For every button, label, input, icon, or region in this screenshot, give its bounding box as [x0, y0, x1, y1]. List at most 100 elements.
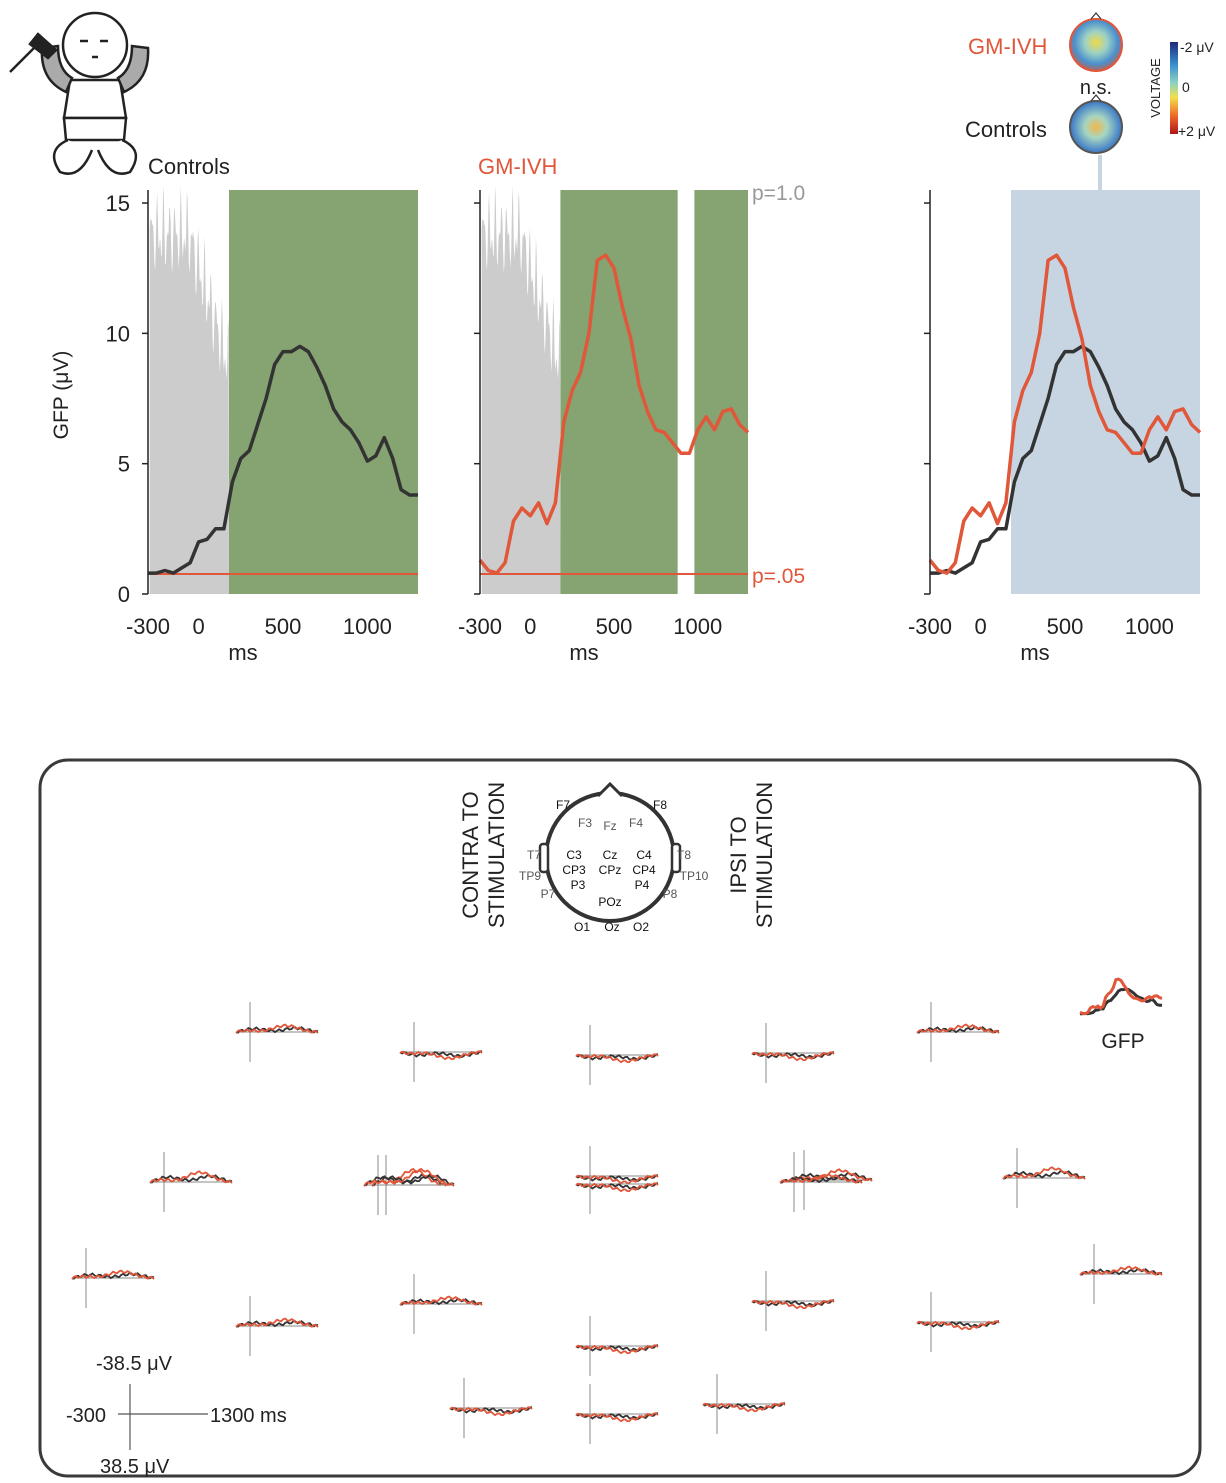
erp-line: [575, 1182, 659, 1193]
scale-top-label: -38.5 μV: [96, 1353, 173, 1375]
y-tick-label: 10: [106, 321, 130, 346]
pvalue-trace-fill: [481, 185, 561, 595]
electrode-label-tp9: TP9: [519, 869, 541, 883]
colorbar-mid-label: 0: [1182, 79, 1190, 95]
colorbar-title: VOLTAGE: [1148, 58, 1163, 118]
erp-trace: [1002, 1148, 1086, 1208]
erp-line: [575, 1344, 659, 1355]
electrode-label-c4: C4: [636, 848, 652, 862]
erp-line: [72, 1272, 155, 1280]
ipsi-label-line1: IPSI TO: [726, 816, 751, 893]
erp-line: [575, 1053, 659, 1064]
topo-gmivh-label: GM-IVH: [968, 34, 1047, 59]
x-tick-label: -300: [908, 614, 952, 639]
erp-line: [149, 1174, 233, 1184]
erp-line: [917, 1026, 1000, 1034]
erp-trace: [702, 1374, 786, 1434]
erp-trace: [149, 1152, 233, 1212]
erp-line: [916, 1320, 1000, 1331]
gfp-mini-line: [1080, 987, 1162, 1016]
colorbar: [1170, 42, 1178, 134]
erp-trace: [575, 1146, 659, 1206]
topo-ns-label: n.s.: [1080, 77, 1112, 99]
y-tick-label: 5: [118, 452, 130, 477]
series-line-controls: [930, 344, 1200, 575]
panel3-plot: -300 0 500 1000 ms: [908, 190, 1202, 665]
electrode-label-cp3: CP3: [562, 863, 586, 877]
electrode-erp-traces: [71, 1002, 1163, 1444]
topo-controls-label: Controls: [965, 117, 1047, 142]
erp-line: [235, 1317, 319, 1328]
x-tick-label: 0: [193, 614, 205, 639]
x-tick-label: 1000: [343, 614, 392, 639]
electrode-label-p4: P4: [635, 878, 650, 892]
y-tick-label: 15: [106, 191, 130, 216]
erp-line: [149, 1170, 233, 1184]
erp-trace: [235, 1002, 319, 1062]
panel1-title: Controls: [148, 154, 230, 179]
erp-trace: [1079, 1244, 1163, 1304]
erp-trace: [575, 1025, 659, 1085]
erp-line: [575, 1412, 659, 1423]
scale-left-label: -300: [66, 1405, 106, 1427]
erp-line: [751, 1299, 835, 1310]
x-axis-label: ms: [228, 640, 257, 665]
gfp-mini-plot: [1079, 977, 1163, 1016]
x-tick-label: 0: [524, 614, 536, 639]
erp-line: [1002, 1166, 1086, 1180]
erp-line: [399, 1050, 483, 1061]
erp-trace: [751, 1023, 835, 1083]
erp-trace: [71, 1248, 155, 1308]
erp-trace: [371, 1155, 455, 1215]
colorbar-top-label: -2 μV: [1180, 39, 1214, 55]
electrode-label-cpz: CPz: [599, 863, 622, 877]
erp-line: [399, 1295, 483, 1306]
electrode-label-p7: P7: [541, 887, 556, 901]
electrode-panel-frame: [38, 758, 1202, 1478]
erp-line: [236, 1026, 319, 1034]
electrode-label-fz: Fz: [603, 819, 616, 833]
x-axis-label: ms: [569, 640, 598, 665]
topomap-gmivh: [1069, 18, 1123, 72]
y-axis-label: GFP (μV): [50, 351, 73, 440]
significance-window: [694, 190, 748, 594]
erp-trace: [235, 1296, 319, 1356]
electrode-label-poz: POz: [598, 895, 621, 909]
electrode-label-f7: F7: [556, 798, 570, 812]
electrode-label-t8: T8: [677, 848, 691, 862]
x-tick-label: 500: [265, 614, 302, 639]
erp-line: [400, 1298, 483, 1306]
erp-line: [71, 1269, 155, 1280]
electrode-label-f8: F8: [653, 798, 667, 812]
panel2-plot: -300 0 500 1000 ms: [458, 185, 750, 665]
series-line-gmivh: [928, 253, 1202, 575]
electrode-label-f4: F4: [629, 816, 643, 830]
analysis-window: [1011, 190, 1200, 594]
significance-window: [229, 190, 418, 594]
erp-line: [751, 1051, 835, 1062]
p-lower-label: p=.05: [752, 565, 805, 588]
erp-trace: [575, 1154, 659, 1214]
x-axis-label: ms: [1020, 640, 1049, 665]
erp-trace: [916, 1292, 1000, 1352]
gfp-mini-line: [1079, 977, 1163, 1016]
electrode-label-p8: P8: [663, 887, 678, 901]
erp-line: [236, 1320, 319, 1328]
erp-line: [1002, 1170, 1086, 1180]
electrode-label-c3: C3: [566, 848, 582, 862]
erp-trace: [779, 1152, 863, 1212]
electrode-label-cz: Cz: [603, 848, 618, 862]
x-tick-label: 500: [1047, 614, 1084, 639]
electrode-label-o2: O2: [633, 920, 649, 934]
erp-trace: [449, 1378, 533, 1438]
significance-window: [560, 190, 678, 594]
electrode-label-p3: P3: [571, 878, 586, 892]
erp-trace: [575, 1316, 659, 1376]
topomap-section: GM-IVH n.s. Controls VOLTAGE -2 μV 0 +2 …: [965, 12, 1216, 190]
p-upper-label: p=1.0: [752, 182, 805, 205]
gfp-label: GFP: [1101, 1030, 1144, 1053]
erp-line: [371, 1167, 455, 1187]
x-tick-label: 500: [596, 614, 633, 639]
series-line-gmivh: [478, 253, 750, 575]
erp-trace: [751, 1271, 835, 1331]
